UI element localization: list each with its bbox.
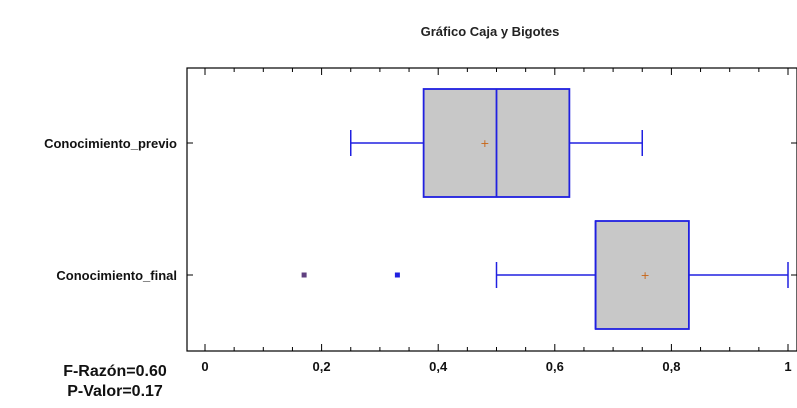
x-tick-label: 0 — [201, 359, 208, 374]
chart-title: Gráfico Caja y Bigotes — [421, 24, 560, 39]
axis-ticks — [187, 68, 797, 351]
plot-area-frame — [186, 67, 797, 352]
mean-marker: + — [641, 269, 650, 282]
box-series-conocimiento-previo: + — [350, 88, 643, 198]
box-series-conocimiento-final: + — [301, 220, 789, 330]
outlier-point — [301, 272, 307, 278]
mean-marker: + — [480, 137, 489, 150]
x-tick-label: 1 — [784, 359, 791, 374]
x-tick-label: 0,8 — [662, 359, 680, 374]
f-ratio-text: F-Razón=0.60 — [63, 363, 167, 380]
category-label: Conocimiento_final — [56, 268, 177, 283]
statistics-annotation: F-Razón=0.60 P-Valor=0.17 — [40, 362, 190, 402]
p-value-text: P-Valor=0.17 — [67, 383, 163, 400]
x-tick-label: 0,2 — [313, 359, 331, 374]
labels-layer: 0 0,2 0,4 0,6 0,8 1 Conocimiento_previo Conocim… — [44, 136, 792, 374]
box-iqr — [594, 220, 690, 330]
outlier-point — [394, 272, 400, 278]
boxes-layer: ++ — [301, 88, 789, 330]
x-tick-label: 0,4 — [429, 359, 448, 374]
x-tick-label: 0,6 — [546, 359, 564, 374]
category-label: Conocimiento_previo — [44, 136, 177, 151]
